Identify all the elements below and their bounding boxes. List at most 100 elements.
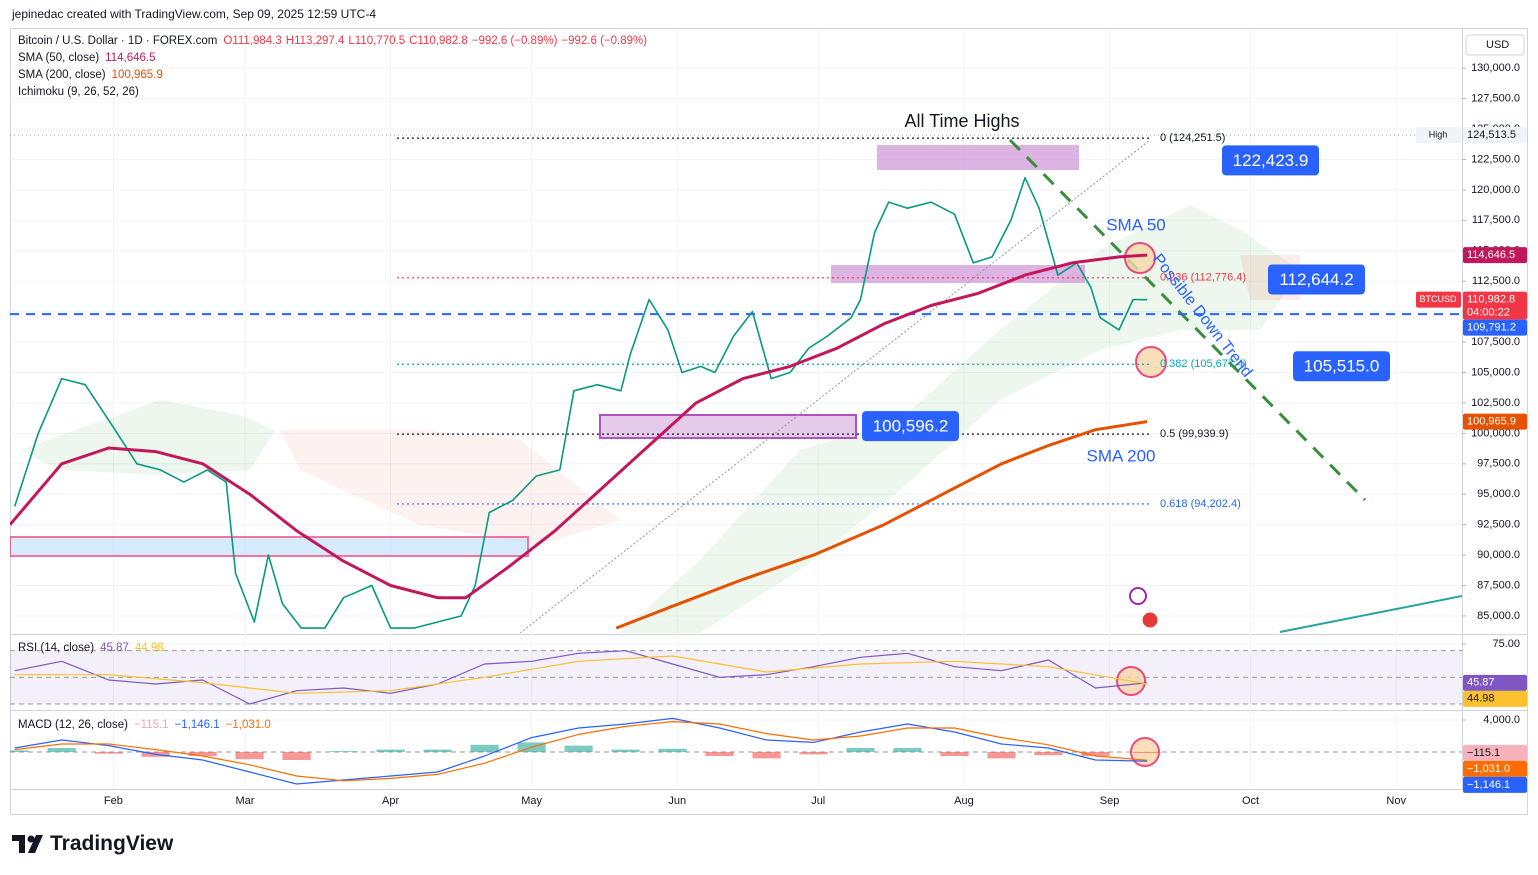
series-line — [14, 717, 1148, 785]
footer: TradingView — [12, 832, 173, 856]
y-tick-label: 107,500.0 — [1471, 336, 1520, 348]
histogram-bar — [658, 748, 687, 752]
fib-label: 0.236 (112,776.4) — [1160, 272, 1246, 284]
x-tick-label: Feb — [104, 795, 123, 807]
histogram-bar — [893, 748, 922, 752]
histogram-bar — [564, 745, 593, 752]
histogram-bar — [1133, 752, 1162, 753]
histogram-bar — [282, 752, 311, 760]
quote: −992.6 (−0.89%) — [471, 35, 558, 47]
price-callout-label: 105,515.0 — [1304, 357, 1380, 376]
event-icon[interactable] — [1129, 587, 1147, 605]
x-tick-label: Sep — [1100, 795, 1120, 807]
price-callout — [1293, 351, 1390, 382]
currency-box[interactable] — [1465, 34, 1525, 56]
axis-label: 100,965.9 — [1467, 416, 1516, 428]
zone — [877, 145, 1079, 170]
histogram-bar — [329, 751, 358, 752]
ichimoku-cloud — [280, 430, 620, 545]
axis-label-box — [1463, 247, 1527, 264]
tag-label: BTCUSD — [1419, 294, 1457, 304]
y-tick-label: 112,500.0 — [1472, 275, 1520, 287]
histogram-bar — [752, 752, 781, 759]
legend-row: SMA (50, close) 114,646.5 — [18, 50, 651, 67]
y-tick-label: 120,000.0 — [1471, 184, 1520, 196]
price-callout — [862, 411, 959, 442]
down-trend-line — [1008, 138, 1367, 502]
quote: L110,770.5 — [348, 35, 406, 47]
fib-label: 0.618 (94,202.4) — [1160, 498, 1241, 510]
legend-row: Bitcoin / U.S. Dollar · 1D · FOREX.com O1… — [18, 33, 651, 50]
y-tick-label: 117,500.0 — [1472, 214, 1520, 226]
axis-label-box — [1463, 674, 1527, 691]
x-tick-label: Nov — [1386, 795, 1406, 807]
y-tick-label: 105,000.0 — [1471, 366, 1520, 378]
fib-label: 0 (124,251.5) — [1160, 132, 1225, 144]
axis-label: −1,031.0 — [1467, 763, 1510, 775]
histogram-bar — [611, 749, 640, 752]
y-tick-label: 102,500.0 — [1471, 397, 1520, 409]
quote: H113,297.4 — [285, 35, 345, 47]
histogram-bar — [94, 752, 123, 754]
y-tick-label: 4,000.0 — [1483, 714, 1520, 726]
ichimoku-cloud — [620, 205, 1300, 633]
histogram-bar — [987, 752, 1016, 759]
axis-label-box — [1463, 291, 1527, 320]
axis-label: 109,791.2 — [1467, 322, 1516, 334]
histogram-bar — [1081, 752, 1110, 756]
series-line — [14, 650, 1148, 705]
legend-row: SMA (200, close) 100,965.9 — [18, 67, 651, 84]
currency: USD — [1486, 39, 1509, 51]
trend-line — [1279, 595, 1462, 633]
x-tick-label: May — [521, 795, 542, 807]
fib-label: 0.5 (99,939.9) — [1160, 428, 1229, 440]
axis-label-box — [1463, 690, 1527, 707]
series-line — [615, 420, 1148, 630]
axis-label: 114,646.5 — [1467, 249, 1515, 261]
price-callout — [1268, 264, 1365, 295]
caption: jepinedac created with TradingView.com, … — [12, 7, 376, 21]
indicator-value: −1,031.0 — [225, 719, 271, 731]
axis-label-box — [1463, 413, 1527, 430]
y-tick-label: 127,500.0 — [1471, 93, 1520, 105]
legend: RSI (14, close) 45.87 44.98 — [18, 640, 170, 657]
brand: TradingView — [50, 832, 174, 855]
zone — [10, 536, 529, 557]
series-line — [14, 655, 1148, 694]
y-tick-label: 75.00 — [1492, 638, 1520, 650]
highlight-circle — [1135, 346, 1167, 378]
indicator-value: 44.98 — [134, 642, 164, 654]
indicator-value: 100,965.9 — [111, 69, 163, 81]
symbol-title: Bitcoin / U.S. Dollar · 1D · FOREX.com — [18, 35, 218, 47]
fib-label: 0.382 (105,677.4) — [1160, 358, 1247, 370]
histogram-bar — [188, 752, 217, 756]
event-icon[interactable] — [1141, 611, 1159, 629]
indicator-value: 114,646.5 — [105, 52, 156, 64]
axis-label-box — [1463, 776, 1527, 793]
y-tick-label: 122,500.0 — [1471, 153, 1520, 165]
countdown: 04:00:22 — [1467, 307, 1510, 319]
indicator-name: MACD (12, 26, close) — [18, 719, 128, 731]
price-callout-label: 100,596.2 — [873, 417, 949, 436]
y-tick-label: 97,500.0 — [1477, 458, 1520, 470]
indicator-value: −1,146.1 — [174, 719, 220, 731]
x-tick-label: Jun — [668, 795, 686, 807]
legend-row: Ichimoku (9, 26, 52, 26) — [18, 84, 651, 101]
legend: MACD (12, 26, close) −115.1 −1,146.1 −1,031… — [18, 717, 277, 734]
annotation: All Time Highs — [904, 111, 1019, 131]
tag-box — [1416, 291, 1461, 308]
x-tick-label: Oct — [1242, 795, 1259, 807]
histogram-bar — [940, 752, 969, 756]
zone — [831, 265, 1085, 283]
price-callout-label: 122,423.9 — [1233, 151, 1309, 170]
histogram-bar — [47, 748, 76, 752]
histogram-bar — [376, 749, 405, 752]
axis-label: 45.87 — [1467, 677, 1495, 689]
y-tick-label: 92,500.0 — [1477, 519, 1520, 531]
axis-label: −1,146.1 — [1467, 779, 1510, 791]
quote: −992.6 (−0.89%) — [561, 35, 648, 47]
legend: Bitcoin / U.S. Dollar · 1D · FOREX.com O1… — [18, 33, 651, 101]
y-tick-label: 100,000.0 — [1471, 427, 1520, 439]
tag-box — [1416, 126, 1461, 143]
